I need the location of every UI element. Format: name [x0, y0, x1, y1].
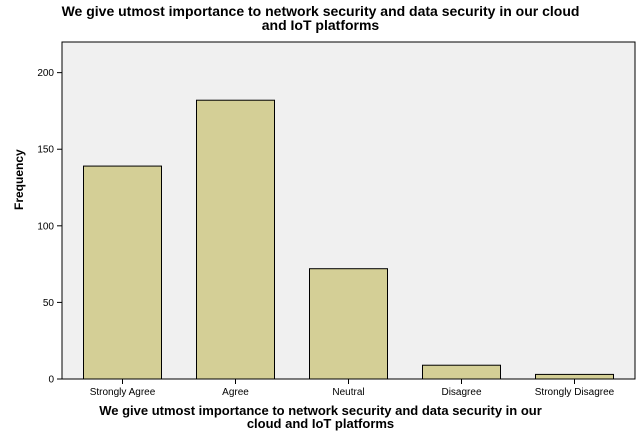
bar-strongly-agree	[83, 165, 162, 380]
y-tick-label: 0	[48, 375, 54, 386]
x-tick-label: Strongly Disagree	[535, 387, 615, 398]
bar-disagree	[422, 364, 501, 380]
y-tick-label: 200	[37, 68, 54, 79]
bar-neutral	[309, 268, 388, 380]
x-axis-label: We give utmost importance to network sec…	[99, 403, 542, 431]
x-tick-label: Disagree	[441, 387, 481, 398]
chart-title: We give utmost importance to network sec…	[61, 3, 580, 33]
y-axis-label: Frequency	[12, 149, 26, 210]
x-tick-label: Neutral	[332, 387, 364, 398]
bar-strongly-disagree	[535, 373, 614, 380]
x-tick-label: Agree	[222, 387, 249, 398]
x-tick-label: Strongly Agree	[90, 387, 156, 398]
y-tick-label: 100	[37, 221, 54, 232]
y-tick-label: 50	[43, 298, 55, 309]
bar-agree	[196, 99, 275, 380]
y-tick-label: 150	[37, 145, 54, 156]
